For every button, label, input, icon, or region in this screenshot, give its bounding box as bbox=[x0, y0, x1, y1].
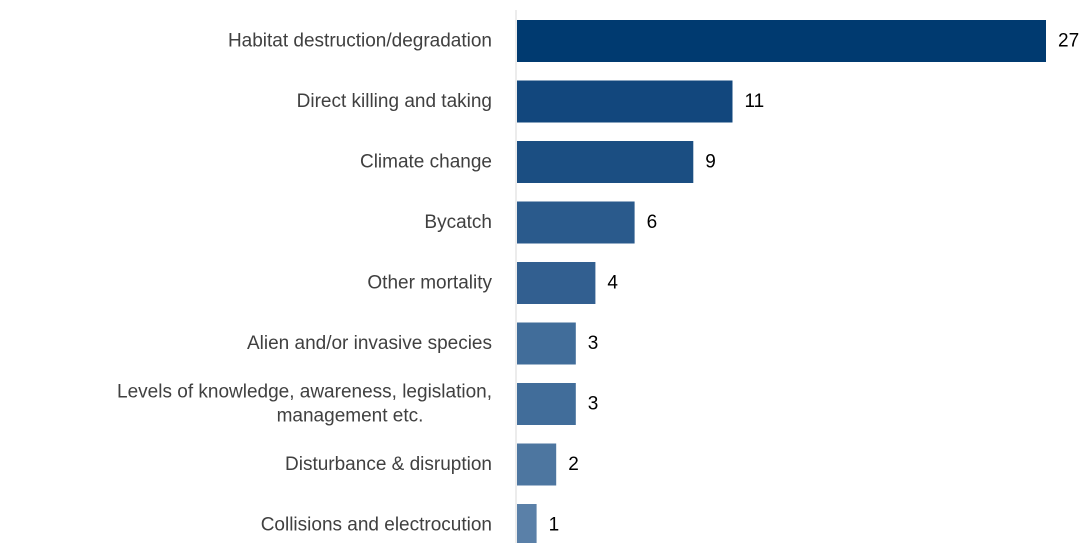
category-label-line: Collisions and electrocution bbox=[261, 515, 492, 536]
category-label-line: Climate change bbox=[360, 152, 492, 173]
bar-2 bbox=[517, 80, 733, 123]
category-label-6: Alien and/or invasive species bbox=[247, 333, 492, 354]
category-label-7: Levels of knowledge, awareness, legislat… bbox=[117, 382, 492, 427]
category-label-line: Other mortality bbox=[367, 273, 492, 294]
category-label-line: Bycatch bbox=[424, 212, 492, 233]
category-label-9: Collisions and electrocution bbox=[261, 515, 492, 536]
category-label-line: management etc. bbox=[277, 406, 424, 427]
bar-3 bbox=[517, 141, 694, 183]
value-label-8: 2 bbox=[568, 454, 579, 475]
category-label-line: Direct killing and taking bbox=[297, 91, 492, 112]
bar-4 bbox=[517, 201, 635, 244]
value-label-7: 3 bbox=[588, 394, 599, 415]
category-labels-group: Habitat destruction/degradation Direct ki… bbox=[117, 31, 492, 536]
bar-8 bbox=[517, 443, 557, 486]
value-label-6: 3 bbox=[588, 333, 599, 354]
value-label-1: 27 bbox=[1058, 31, 1079, 52]
bar-6 bbox=[517, 322, 576, 365]
category-label-line: Disturbance & disruption bbox=[285, 454, 492, 475]
value-label-2: 11 bbox=[745, 91, 765, 112]
value-labels-group: 27 11 9 6 4 3 3 2 1 bbox=[549, 31, 1080, 536]
category-label-2: Direct killing and taking bbox=[297, 91, 492, 112]
category-label-5: Other mortality bbox=[367, 273, 492, 294]
category-label-1: Habitat destruction/degradation bbox=[228, 31, 492, 52]
value-label-3: 9 bbox=[705, 152, 716, 173]
bar-1 bbox=[517, 20, 1046, 62]
value-label-9: 1 bbox=[549, 515, 560, 536]
value-label-4: 6 bbox=[647, 212, 658, 233]
category-label-3: Climate change bbox=[360, 152, 492, 173]
category-label-line: Habitat destruction/degradation bbox=[228, 31, 492, 52]
category-label-line: Alien and/or invasive species bbox=[247, 333, 492, 354]
bar-9 bbox=[517, 504, 537, 546]
value-label-5: 4 bbox=[607, 273, 618, 294]
bars-group bbox=[517, 20, 1046, 546]
bar-7 bbox=[517, 383, 576, 425]
category-label-line: Levels of knowledge, awareness, legislat… bbox=[117, 382, 492, 403]
category-label-8: Disturbance & disruption bbox=[285, 454, 492, 475]
bar-5 bbox=[517, 262, 596, 304]
category-label-4: Bycatch bbox=[424, 212, 492, 233]
